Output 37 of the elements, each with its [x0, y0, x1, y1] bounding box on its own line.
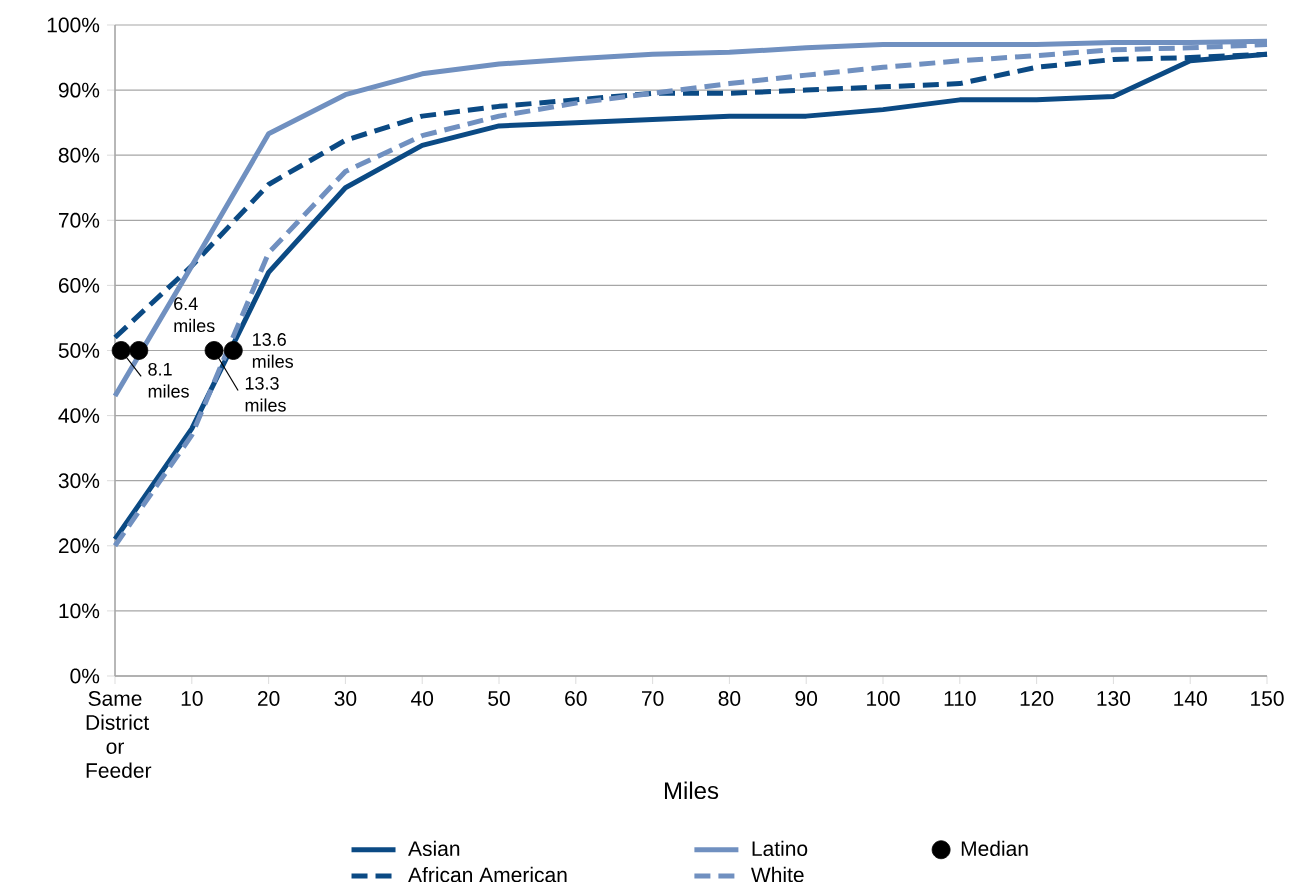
x-tick-label: Same District or Feeder [86, 691, 152, 778]
y-tick-label: 80% [58, 147, 100, 163]
x-tick-label: 10 [181, 691, 203, 706]
y-tick-label: 30% [58, 473, 100, 489]
y-tick-label: 0% [70, 668, 100, 684]
y-tick-label: 70% [58, 212, 100, 228]
x-tick-label: 70 [642, 691, 664, 706]
legend-label: Median [961, 840, 1028, 857]
x-tick-label: 50 [488, 691, 510, 706]
legend-label: White [751, 866, 804, 882]
x-tick-label: 20 [258, 691, 280, 706]
y-tick-label: 90% [58, 82, 100, 98]
y-tick-label: 60% [58, 277, 100, 293]
y-tick-label: 100% [47, 17, 100, 33]
y-tick-label: 40% [58, 408, 100, 424]
y-tick-label: 10% [59, 603, 100, 619]
annotation: 13.3 miles [245, 376, 286, 412]
x-tick-label: 60 [565, 691, 587, 706]
annotation: 8.1 miles [148, 362, 189, 398]
x-tick-label: 40 [411, 691, 434, 706]
x-axis-title: Miles [664, 781, 719, 800]
x-tick-label: 110 [944, 691, 976, 706]
x-tick-label: 130 [1097, 691, 1131, 706]
x-tick-label: 30 [334, 691, 357, 706]
x-tick-label: 100 [867, 691, 900, 706]
x-tick-label: 90 [795, 691, 818, 706]
legend-label: Latino [752, 840, 808, 857]
annotation: 6.4 miles [174, 297, 215, 333]
x-tick-label: 140 [1174, 691, 1207, 706]
x-tick-label: 120 [1020, 691, 1054, 706]
legend-label: Asian [408, 840, 460, 857]
y-tick-label: 20% [58, 538, 100, 554]
x-tick-label: 150 [1251, 691, 1284, 706]
legend-label: African American [408, 866, 567, 882]
y-tick-label: 50% [58, 343, 100, 358]
annotation: 13.6 miles [252, 333, 294, 368]
x-tick-label: 80 [718, 691, 741, 706]
